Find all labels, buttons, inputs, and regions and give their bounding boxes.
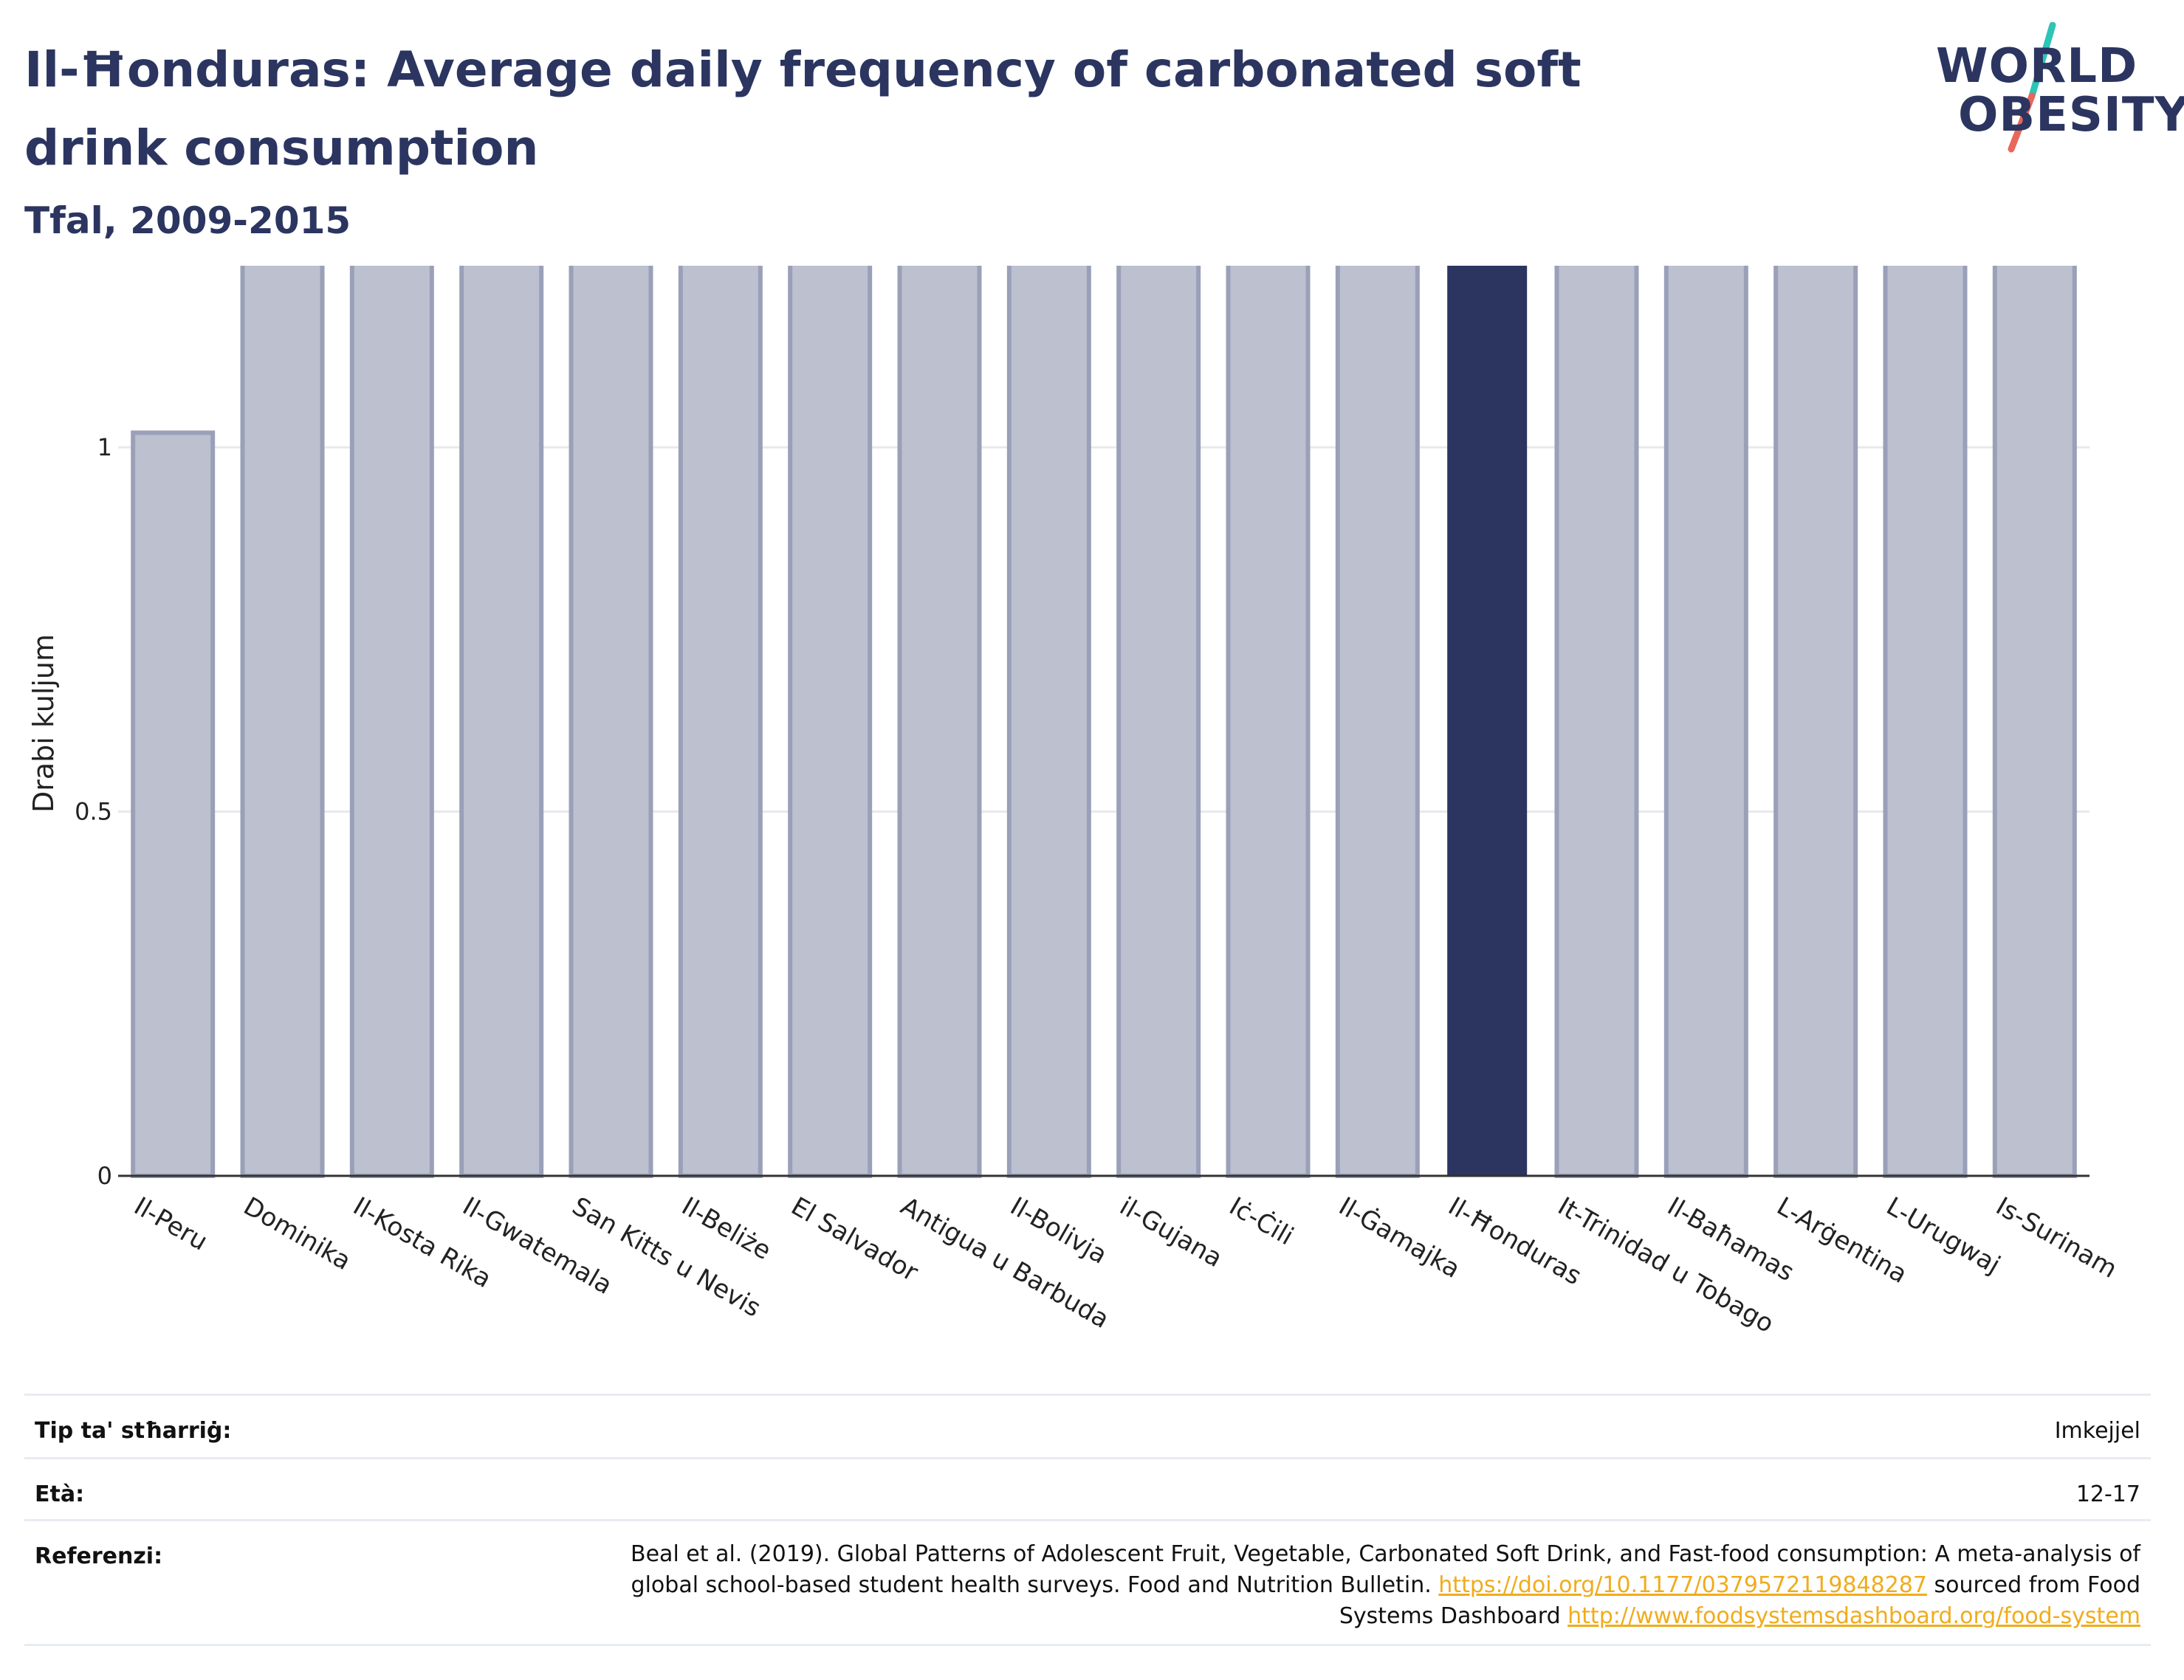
y-axis-ticks: 00.511.52	[75, 433, 112, 1190]
bar-highlighted	[1447, 266, 1528, 1177]
survey-type-label: Tip ta' stħarriġ:	[35, 1418, 232, 1444]
bar	[1006, 266, 1091, 1178]
world-obesity-logo: WORLD OBESITY	[1920, 22, 2184, 155]
bars	[131, 266, 2077, 1179]
x-tick-label: San Kitts u Nevis	[567, 1191, 766, 1323]
bar	[1883, 266, 1968, 1178]
bar	[1554, 266, 1639, 1179]
x-tick-label: Dominika	[238, 1191, 356, 1276]
x-tick-label: Il-Peru	[129, 1191, 213, 1256]
references-label: Referenzi:	[35, 1543, 163, 1569]
reference-citation: Beal et al. (2019). Global Patterns of A…	[631, 1541, 2140, 1598]
chart-footer: Tip ta' stħarriġ: Imkejjel Età: 12-17 Re…	[24, 1394, 2151, 1646]
y-axis-label: Drabi kuljum	[27, 634, 60, 813]
references-text: Beal et al. (2019). Global Patterns of A…	[619, 1539, 2140, 1632]
reference-source: sourced from Food Systems Dashboard	[1339, 1572, 2140, 1629]
bar	[459, 266, 544, 1178]
age-row: Età: 12-17	[24, 1457, 2151, 1519]
bar	[131, 430, 216, 1178]
x-tick-label: Il-Ġamajka	[1333, 1191, 1465, 1284]
y-tick-label: 0.5	[75, 798, 112, 826]
age-value: 12-17	[2075, 1481, 2140, 1507]
x-tick-label: Antigua u Barbuda	[896, 1191, 1114, 1335]
references-row: Referenzi: Beal et al. (2019). Global Pa…	[24, 1519, 2151, 1646]
bar	[1116, 266, 1201, 1179]
age-label: Età:	[35, 1481, 85, 1507]
chart-title: Il-Ħonduras: Average daily frequency of …	[24, 41, 1582, 176]
bar	[897, 266, 982, 1178]
survey-type-row: Tip ta' stħarriġ: Imkejjel	[24, 1394, 2151, 1457]
gridlines	[118, 446, 2089, 813]
bar	[1226, 266, 1311, 1178]
bar	[1773, 266, 1858, 1178]
logo-text-world: WORLD	[1936, 39, 2138, 94]
food-systems-dashboard-link[interactable]: http://www.foodsystemsdashboard.org/food…	[1567, 1603, 2140, 1629]
x-tick-label: il-Gujana	[1115, 1191, 1227, 1273]
bar	[788, 266, 873, 1179]
x-tick-label: Is-Surinam	[1991, 1191, 2122, 1284]
doi-link[interactable]: https://doi.org/10.1177/0379572119848287	[1438, 1572, 1927, 1598]
chart-subtitle: Tfal, 2009-2015	[24, 199, 351, 242]
survey-type-value: Imkejjel	[2054, 1418, 2140, 1444]
y-tick-label: 0	[97, 1162, 112, 1190]
bar	[569, 266, 653, 1179]
x-tick-label: Iċ-Ċili	[1224, 1191, 1299, 1251]
logo-slash-icon	[2008, 22, 2056, 153]
logo-text-obesity: OBESITY	[1958, 88, 2184, 142]
bar	[240, 266, 325, 1178]
bar	[678, 266, 763, 1179]
bar	[1663, 266, 1748, 1179]
bar	[1335, 266, 1420, 1178]
y-tick-label: 1	[97, 433, 112, 461]
bar	[1992, 266, 2077, 1179]
bar	[349, 266, 434, 1178]
